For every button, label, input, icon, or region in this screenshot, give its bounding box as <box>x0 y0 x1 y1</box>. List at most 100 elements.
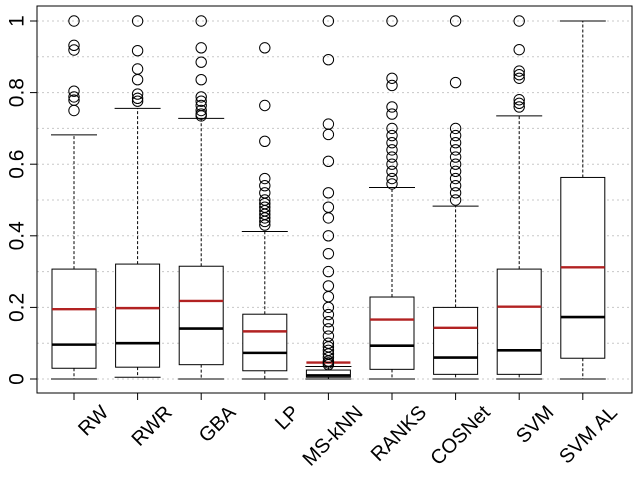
outlier-point <box>386 108 398 120</box>
outlier-point <box>131 45 144 57</box>
outlier-point <box>386 178 398 190</box>
outlier-point <box>386 144 398 156</box>
outlier-point <box>259 135 271 147</box>
outlier-point <box>322 316 335 328</box>
y-tick-label: 0.8 <box>6 78 29 107</box>
outlier-point <box>386 101 398 113</box>
box-layer <box>51 15 606 380</box>
box-gba <box>178 15 225 380</box>
outlier-point <box>449 172 462 185</box>
outlier-point <box>322 265 335 278</box>
outlier-point <box>131 74 144 86</box>
box-svm-al <box>559 20 606 380</box>
outlier-point <box>449 194 462 206</box>
iqr-box <box>369 296 415 370</box>
outlier-point <box>322 53 335 66</box>
outlier-point <box>195 104 207 117</box>
outlier-point <box>386 158 398 170</box>
box-rw <box>51 15 97 380</box>
box-ms-knn <box>305 15 352 380</box>
y-tick-label: 0.6 <box>6 150 29 179</box>
outlier-point <box>449 144 462 156</box>
outlier-point <box>449 179 462 192</box>
outlier-point <box>386 122 398 135</box>
outlier-point <box>449 15 462 27</box>
outlier-point <box>513 15 525 27</box>
outlier-point <box>449 187 462 199</box>
outlier-point <box>68 39 80 52</box>
box-svm <box>496 15 543 380</box>
iqr-box <box>496 268 542 375</box>
y-tick-label: 0 <box>6 373 29 385</box>
outlier-point <box>449 129 462 142</box>
outlier-point <box>322 308 335 321</box>
outlier-point <box>195 91 207 103</box>
outlier-point <box>68 85 80 97</box>
box-ranks <box>369 15 415 380</box>
outlier-point <box>195 15 207 27</box>
outlier-point <box>322 187 335 199</box>
outlier-point <box>386 165 398 178</box>
outlier-point <box>386 72 398 84</box>
outlier-point <box>131 15 144 27</box>
outlier-point <box>195 110 207 122</box>
iqr-box <box>433 306 479 375</box>
box-lp <box>241 42 288 380</box>
outlier-point <box>513 65 525 77</box>
y-tick-label: 0.4 <box>6 221 29 251</box>
outlier-point <box>449 76 462 89</box>
box-cosnet <box>432 15 479 380</box>
outlier-point <box>259 212 271 224</box>
outlier-point <box>322 323 335 335</box>
outlier-point <box>131 88 144 100</box>
outlier-point <box>195 42 207 54</box>
outlier-point <box>259 42 271 54</box>
outlier-point <box>195 56 207 68</box>
outlier-point <box>131 95 144 107</box>
outlier-point <box>513 97 525 110</box>
outlier-point <box>68 104 80 117</box>
outlier-point <box>322 351 335 364</box>
outlier-point <box>386 172 398 185</box>
outlier-point <box>513 43 525 56</box>
outlier-point <box>322 230 335 242</box>
outlier-point <box>322 155 335 168</box>
outlier-point <box>322 358 335 371</box>
outlier-point <box>195 95 207 107</box>
outlier-point <box>131 92 144 105</box>
box-rwr <box>114 15 161 378</box>
outlier-point <box>322 128 335 141</box>
outlier-point <box>513 94 525 106</box>
outlier-point <box>195 74 207 86</box>
outlier-point <box>259 215 271 228</box>
y-tick-label: 0.2 <box>6 293 29 322</box>
outlier-point <box>449 151 462 163</box>
outlier-point <box>513 72 525 84</box>
outlier-point <box>386 79 398 92</box>
outlier-point <box>259 219 271 231</box>
outlier-point <box>259 172 271 185</box>
outlier-point <box>449 165 462 178</box>
outlier-point <box>386 129 398 142</box>
outlier-point <box>322 15 335 27</box>
outlier-point <box>259 179 271 192</box>
outlier-point <box>322 212 335 224</box>
outlier-point <box>322 248 335 260</box>
iqr-box <box>178 265 224 366</box>
outlier-point <box>386 15 398 27</box>
outlier-point <box>513 101 525 113</box>
outlier-point <box>68 15 80 27</box>
outlier-point <box>259 99 271 112</box>
outlier-point <box>68 44 80 56</box>
outlier-point <box>386 137 398 149</box>
outlier-point <box>386 151 398 163</box>
outlier-point <box>449 158 462 170</box>
outlier-point <box>322 301 335 314</box>
outlier-point <box>449 137 462 149</box>
iqr-box <box>51 268 97 369</box>
outlier-point <box>449 122 462 135</box>
outlier-point <box>68 91 80 103</box>
outlier-point <box>513 69 525 81</box>
